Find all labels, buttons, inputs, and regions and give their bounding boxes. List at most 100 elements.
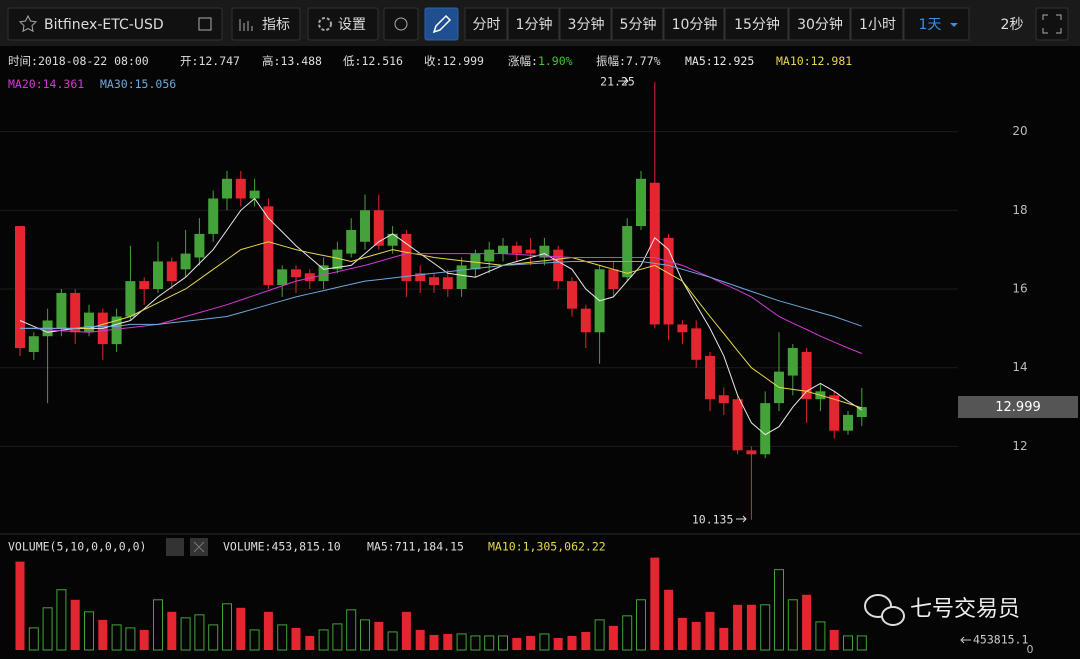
candle-body (677, 324, 688, 333)
candle-body (525, 249, 536, 254)
volume-bar (719, 627, 729, 650)
volume-bar (815, 621, 826, 651)
volume-bar (760, 604, 771, 651)
period-button[interactable] (464, 7, 508, 41)
volume-bar (139, 629, 149, 650)
candle-body (56, 292, 67, 329)
period-button[interactable] (850, 7, 904, 41)
candle-body (235, 178, 246, 199)
period-button[interactable] (788, 7, 851, 41)
info-text: MA5: (685, 54, 713, 68)
info-item: MA5:12.925 (685, 54, 754, 68)
volume-bar (622, 615, 633, 651)
candle-body (567, 281, 577, 309)
info-text: 涨幅: (508, 54, 538, 68)
price-box-label: 12.999 (995, 400, 1041, 415)
fullscreen-button[interactable] (1035, 7, 1069, 41)
period-button[interactable] (663, 7, 725, 41)
volume-bar (332, 623, 343, 651)
volume-bar (456, 633, 467, 651)
star-icon[interactable] (18, 14, 38, 33)
indicators-button[interactable] (231, 7, 301, 41)
volume-bar (360, 619, 370, 651)
symbol: Bitfinex-ETC-USD (44, 17, 164, 33)
info-text: 振幅: (596, 54, 626, 68)
candle-body (415, 273, 426, 282)
y-tick-label: 14 (1012, 360, 1027, 374)
refresh-interval: 2秒 (1001, 17, 1024, 33)
y-tick-label: 12 (1012, 439, 1027, 453)
volume-bar (512, 637, 522, 650)
candle-body (332, 249, 343, 270)
candle-body (277, 269, 288, 286)
period-button[interactable] (903, 7, 970, 41)
volume-last-label: 453815.1 (973, 633, 1028, 647)
candle-body (663, 237, 674, 325)
period-label: 10分钟 (672, 16, 718, 33)
pen-icon (432, 14, 452, 34)
symbol-box[interactable] (7, 7, 223, 41)
candle-body (856, 407, 867, 418)
period-button[interactable] (507, 7, 560, 41)
candle-body (139, 281, 150, 289)
volume-bar (180, 617, 191, 651)
info-text: 2018-08-22 08:00 (38, 54, 149, 68)
volume-bar (594, 619, 605, 651)
volume-bar (553, 637, 563, 650)
period-button[interactable] (724, 7, 789, 41)
candle-body (180, 253, 191, 270)
period-button[interactable] (611, 7, 664, 41)
dropdown-caret (950, 23, 958, 27)
price-box (958, 396, 1078, 418)
candle-body (346, 229, 357, 254)
candle-body (429, 277, 439, 286)
info-item: 时间:2018-08-22 08:00 (8, 54, 149, 68)
info-text: 1.90% (538, 54, 573, 68)
candle-body (70, 292, 81, 333)
candle-body (801, 351, 812, 400)
wechat-icon (864, 594, 905, 626)
info-item: 收:12.999 (424, 54, 484, 68)
candle-body (829, 395, 840, 431)
info-text: MA20: (8, 77, 43, 91)
candle-body (511, 245, 522, 254)
volume-bar (608, 625, 618, 650)
settings-button[interactable] (307, 7, 379, 41)
volume-bar (222, 603, 232, 651)
volume-bar (56, 589, 67, 651)
info-item: 高:13.488 (262, 54, 322, 68)
volume-bar (167, 611, 177, 650)
draw-button[interactable] (424, 7, 459, 41)
volume-bar (526, 635, 536, 650)
volume-bar (802, 594, 812, 650)
candle-body (760, 403, 771, 455)
info-text: 7.77% (626, 54, 661, 68)
candle-body (636, 178, 646, 227)
info-text: 12.925 (713, 54, 755, 68)
volume-bar (429, 634, 439, 650)
theme-button[interactable] (383, 7, 419, 41)
close-cross (193, 541, 205, 553)
candle-body (718, 395, 729, 404)
period-label: 15分钟 (734, 16, 780, 33)
volume-tick-label: 0 (1027, 643, 1034, 656)
volume-bar (42, 607, 53, 651)
info-text: 13.488 (280, 54, 322, 68)
candle-body (787, 348, 798, 376)
candle-body (304, 273, 315, 282)
candle-body (746, 450, 757, 455)
candle-body (125, 281, 136, 317)
popout-icon[interactable] (198, 17, 212, 31)
volume-bar (498, 635, 508, 651)
volume-bar (28, 627, 39, 651)
volume-bar (636, 599, 646, 651)
period-button[interactable] (559, 7, 612, 41)
volume-settings-icon[interactable] (166, 538, 184, 556)
low-arrow (736, 515, 747, 523)
candle-body (291, 269, 301, 278)
volume-stat: MA10:1,305,062.22 (488, 540, 606, 554)
info-text: 时间: (8, 54, 38, 68)
watermark: 七号交易员 (910, 597, 1020, 622)
volume-bar (774, 569, 784, 651)
